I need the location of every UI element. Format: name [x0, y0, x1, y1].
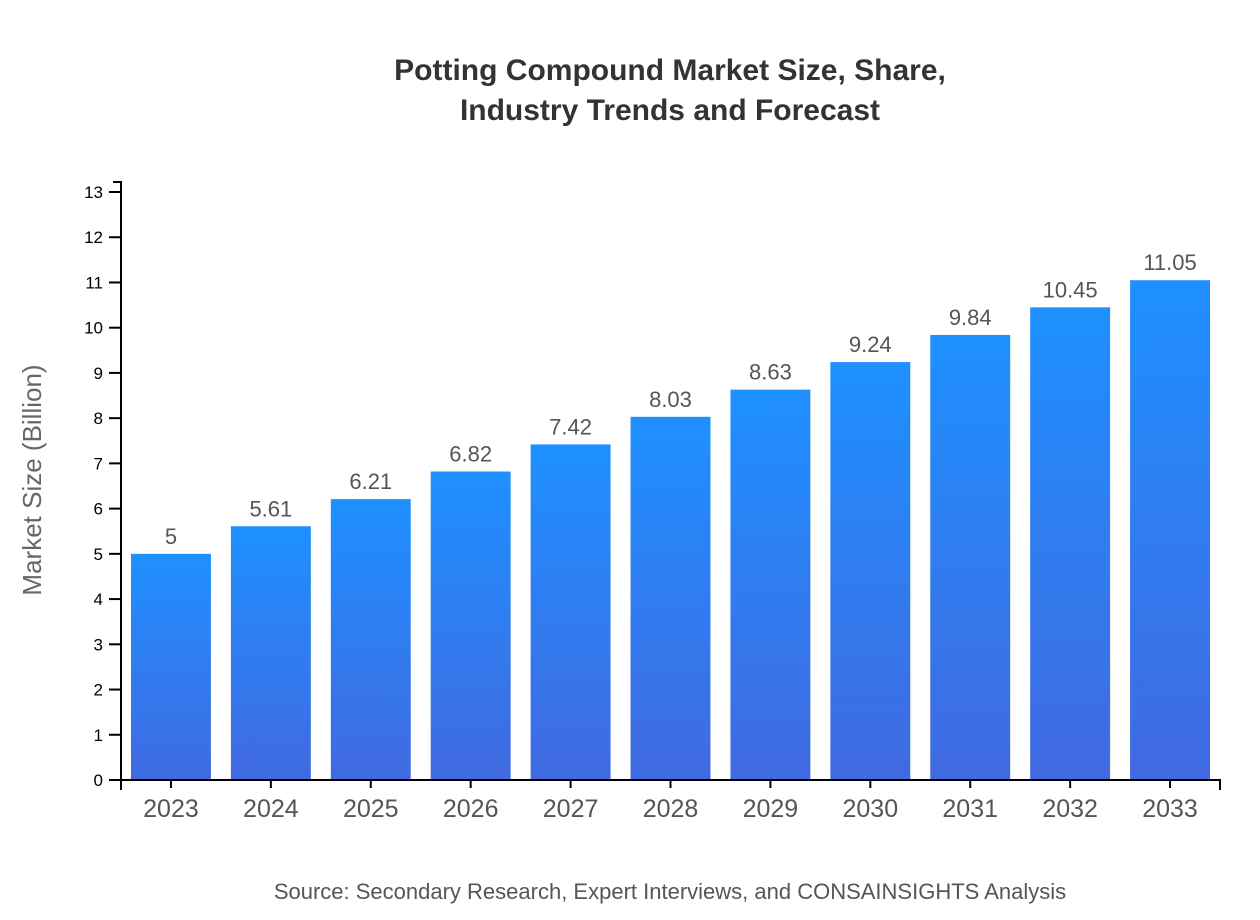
y-tick-label: 3 [94, 635, 103, 654]
bar-2027 [530, 444, 611, 780]
x-tick-label-2033: 2033 [1142, 795, 1198, 823]
y-tick-label: 13 [84, 183, 103, 202]
x-tick-label-2030: 2030 [843, 795, 899, 823]
y-tick-label: 10 [84, 319, 103, 338]
x-tick-label-2023: 2023 [143, 795, 199, 823]
data-label-2031: 9.84 [949, 305, 992, 330]
data-label-2027: 7.42 [549, 414, 592, 439]
data-label-2025: 6.21 [349, 469, 392, 494]
y-tick-label: 6 [94, 500, 103, 519]
bar-2024 [230, 526, 311, 780]
chart-title-line-1: Potting Compound Market Size, Share, [394, 54, 946, 87]
data-label-2032: 10.45 [1043, 277, 1098, 302]
bar-2025 [330, 499, 411, 780]
y-tick-label: 2 [94, 681, 103, 700]
x-tick-label-2032: 2032 [1042, 795, 1098, 823]
data-label-2029: 8.63 [749, 360, 792, 385]
x-tick-label-2025: 2025 [343, 795, 399, 823]
bar-2026 [430, 471, 511, 780]
y-tick-label: 5 [94, 545, 103, 564]
x-axis-line [120, 779, 1221, 790]
data-label-2023: 5 [165, 524, 177, 549]
y-tick-label: 9 [94, 364, 103, 383]
x-tick-label-2027: 2027 [543, 795, 599, 823]
x-tick-label-2028: 2028 [643, 795, 699, 823]
data-label-2033: 11.05 [1143, 250, 1196, 275]
y-tick-label: 0 [94, 771, 103, 790]
x-tick-label-2026: 2026 [443, 795, 499, 823]
y-tick-label: 11 [85, 273, 103, 292]
data-label-2024: 5.61 [249, 496, 292, 521]
bar-2023 [130, 553, 211, 780]
y-tick-label: 12 [84, 228, 103, 247]
y-tick-label: 7 [94, 454, 103, 473]
data-label-2028: 8.03 [649, 387, 692, 412]
data-label-2030: 9.24 [849, 332, 892, 357]
bar-2029 [730, 389, 811, 780]
bar-2031 [930, 334, 1011, 780]
y-tick-label: 4 [94, 590, 103, 609]
y-axis-label: Market Size (Billion) [17, 364, 47, 595]
y-tick-label: 8 [94, 409, 103, 428]
bar-2030 [830, 362, 911, 780]
bar-2033 [1130, 280, 1211, 780]
bar-2028 [630, 416, 711, 780]
chart-title-line-2: Industry Trends and Forecast [460, 94, 880, 127]
x-tick-label-2029: 2029 [743, 795, 799, 823]
data-label-2026: 6.82 [449, 442, 492, 467]
bar-2032 [1030, 307, 1111, 780]
y-tick-label: 1 [94, 726, 103, 745]
source-note: Source: Secondary Research, Expert Inter… [274, 879, 1066, 904]
x-tick-label-2024: 2024 [243, 795, 299, 823]
x-tick-label-2031: 2031 [942, 795, 998, 823]
